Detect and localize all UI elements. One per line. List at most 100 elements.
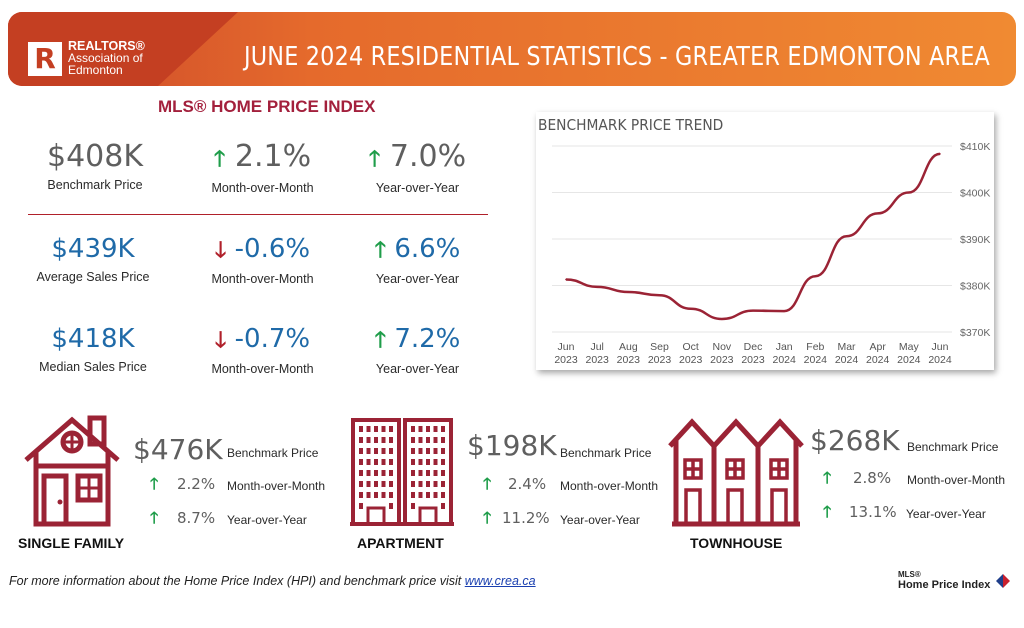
apartment-mom-label: Month-over-Month: [560, 479, 659, 493]
x-tick-month: Jul: [590, 341, 603, 353]
apartment-window: [411, 459, 415, 465]
data-point: [689, 307, 692, 310]
average-mom-label: Month-over-Month: [211, 272, 314, 286]
arrow-up-icon: 🡑: [150, 474, 159, 493]
arrow-up-icon: 🡑: [150, 508, 159, 527]
apartment-window: [359, 481, 363, 487]
median-mom-stat: 🡓 -0.7% Month-over-Month: [190, 322, 335, 376]
data-point: [783, 310, 785, 312]
logo-letter: R: [34, 42, 56, 75]
townhouse-icon: [668, 418, 804, 527]
y-tick-label: $380K: [960, 281, 990, 293]
hpi-logo-mls: MLS®: [898, 570, 921, 579]
apartment-window: [359, 470, 363, 476]
apartment-window: [381, 481, 386, 487]
x-tick-month: Jun: [558, 341, 575, 353]
average-yoy-value: 6.6%: [394, 234, 461, 264]
x-tick-year: 2023: [648, 354, 672, 366]
benchmark-yoy-value: 7.0%: [389, 139, 467, 174]
single-family-label: Benchmark Price: [227, 446, 319, 460]
apartment-window: [381, 448, 386, 454]
x-tick-year: 2023: [679, 354, 703, 366]
divider: [28, 214, 488, 215]
apartment-window: [374, 492, 378, 498]
median-yoy-label: Year-over-Year: [375, 362, 460, 376]
apartment-window: [389, 470, 393, 476]
apartment-icon: [350, 418, 454, 526]
apartment-window: [433, 459, 438, 465]
benchmark-yoy-label: Year-over-Year: [375, 181, 460, 195]
apartment-window: [389, 503, 393, 509]
average-yoy-label: Year-over-Year: [375, 272, 460, 286]
apartment-window: [374, 459, 378, 465]
arrow-up-icon: 🡑: [823, 502, 832, 521]
apartment-window: [426, 426, 430, 432]
apartment-window: [433, 481, 438, 487]
apartment-window: [374, 481, 378, 487]
apartment-window: [381, 437, 386, 443]
apartment-window: [381, 470, 386, 476]
apartment-window: [411, 426, 415, 432]
arrow-down-icon: 🡓: [214, 328, 227, 353]
apartment-window: [389, 492, 393, 498]
x-tick-year: 2023: [554, 354, 578, 366]
apartment-window: [359, 448, 363, 454]
hpi-logo: MLS® Home Price Index: [898, 570, 1014, 594]
apartment-window: [359, 503, 363, 509]
apartment-window: [389, 426, 393, 432]
x-tick-month: Oct: [682, 341, 698, 353]
apartment-window: [441, 492, 445, 498]
apartment-window: [426, 481, 430, 487]
header-banner: R REALTORS® Association of Edmonton JUNE…: [8, 12, 1016, 86]
logo-line2: Association of: [68, 51, 143, 65]
x-tick-year: 2024: [772, 354, 796, 366]
average-mom-value: -0.6%: [234, 234, 311, 264]
x-tick-month: Aug: [619, 341, 638, 353]
house-icon: [24, 415, 120, 527]
apartment-window: [426, 459, 430, 465]
hpi-section-title: MLS® HOME PRICE INDEX: [158, 97, 376, 116]
y-tick-label: $370K: [960, 327, 990, 339]
logo-line1: REALTORS®: [68, 39, 145, 53]
apartment-value: $198K: [467, 429, 557, 462]
apartment-window: [441, 503, 445, 509]
median-mom-value: -0.7%: [234, 324, 311, 354]
x-tick-month: Nov: [712, 341, 731, 353]
chart-title: BENCHMARK PRICE TREND: [538, 116, 724, 134]
x-tick-year: 2023: [741, 354, 765, 366]
data-point: [752, 309, 754, 312]
apartment-window: [433, 437, 438, 443]
townhouse-label: Benchmark Price: [907, 440, 999, 454]
y-tick-label: $390K: [960, 234, 990, 246]
apartment-window: [426, 470, 430, 476]
realtors-logo-icon: R: [28, 42, 62, 76]
median-price-stat: $418K Median Sales Price: [28, 322, 158, 374]
y-tick-label: $400K: [960, 188, 990, 200]
apartment-window: [433, 426, 438, 432]
single-family-value: $476K: [133, 433, 223, 466]
x-tick-month: Apr: [869, 341, 886, 353]
crea-link[interactable]: www.crea.ca: [464, 574, 536, 588]
x-tick-year: 2024: [804, 354, 828, 366]
x-tick-month: Feb: [806, 341, 824, 353]
apartment-window: [426, 492, 430, 498]
benchmark-mom-label: Month-over-Month: [211, 181, 314, 195]
x-tick-year: 2024: [897, 354, 921, 366]
realtors-logo-text: REALTORS® Association of Edmonton: [68, 40, 145, 76]
apartment-window: [381, 492, 386, 498]
data-point: [939, 153, 941, 155]
apartment-window: [426, 448, 430, 454]
banner-wedge: [158, 12, 238, 86]
average-yoy-stat: 🡑 6.6% Year-over-Year: [355, 232, 480, 286]
data-point: [627, 291, 630, 293]
apartment-name: APARTMENT: [357, 535, 444, 551]
apartment-window: [389, 481, 393, 487]
apartment-window: [389, 437, 393, 443]
apartment-window: [418, 426, 423, 432]
x-tick-month: Dec: [744, 341, 763, 353]
x-tick-year: 2023: [710, 354, 734, 366]
apartment-window: [366, 448, 371, 454]
hpi-logo-text: Home Price Index: [898, 579, 991, 591]
apartment-window: [359, 459, 363, 465]
apartment-window: [359, 426, 363, 432]
